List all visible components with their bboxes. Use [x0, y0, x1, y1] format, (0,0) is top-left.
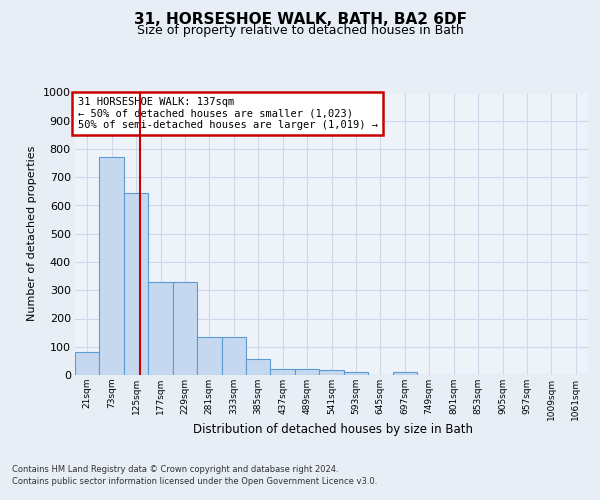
Text: Distribution of detached houses by size in Bath: Distribution of detached houses by size … — [193, 422, 473, 436]
Bar — [173, 282, 197, 375]
Text: 31 HORSESHOE WALK: 137sqm
← 50% of detached houses are smaller (1,023)
50% of se: 31 HORSESHOE WALK: 137sqm ← 50% of detac… — [77, 96, 377, 130]
Text: Contains public sector information licensed under the Open Government Licence v3: Contains public sector information licen… — [12, 478, 377, 486]
Bar — [100, 158, 124, 375]
Bar — [344, 372, 368, 375]
Text: Size of property relative to detached houses in Bath: Size of property relative to detached ho… — [137, 24, 463, 37]
Bar — [221, 337, 246, 375]
Bar — [75, 352, 100, 375]
Y-axis label: Number of detached properties: Number of detached properties — [27, 146, 37, 322]
Bar — [246, 358, 271, 375]
Text: Contains HM Land Registry data © Crown copyright and database right 2024.: Contains HM Land Registry data © Crown c… — [12, 465, 338, 474]
Text: 31, HORSESHOE WALK, BATH, BA2 6DF: 31, HORSESHOE WALK, BATH, BA2 6DF — [133, 12, 467, 28]
Bar — [295, 369, 319, 375]
Bar — [271, 369, 295, 375]
Bar — [124, 194, 148, 375]
Bar — [392, 372, 417, 375]
Bar — [319, 370, 344, 375]
Bar — [197, 337, 221, 375]
Bar — [148, 282, 173, 375]
